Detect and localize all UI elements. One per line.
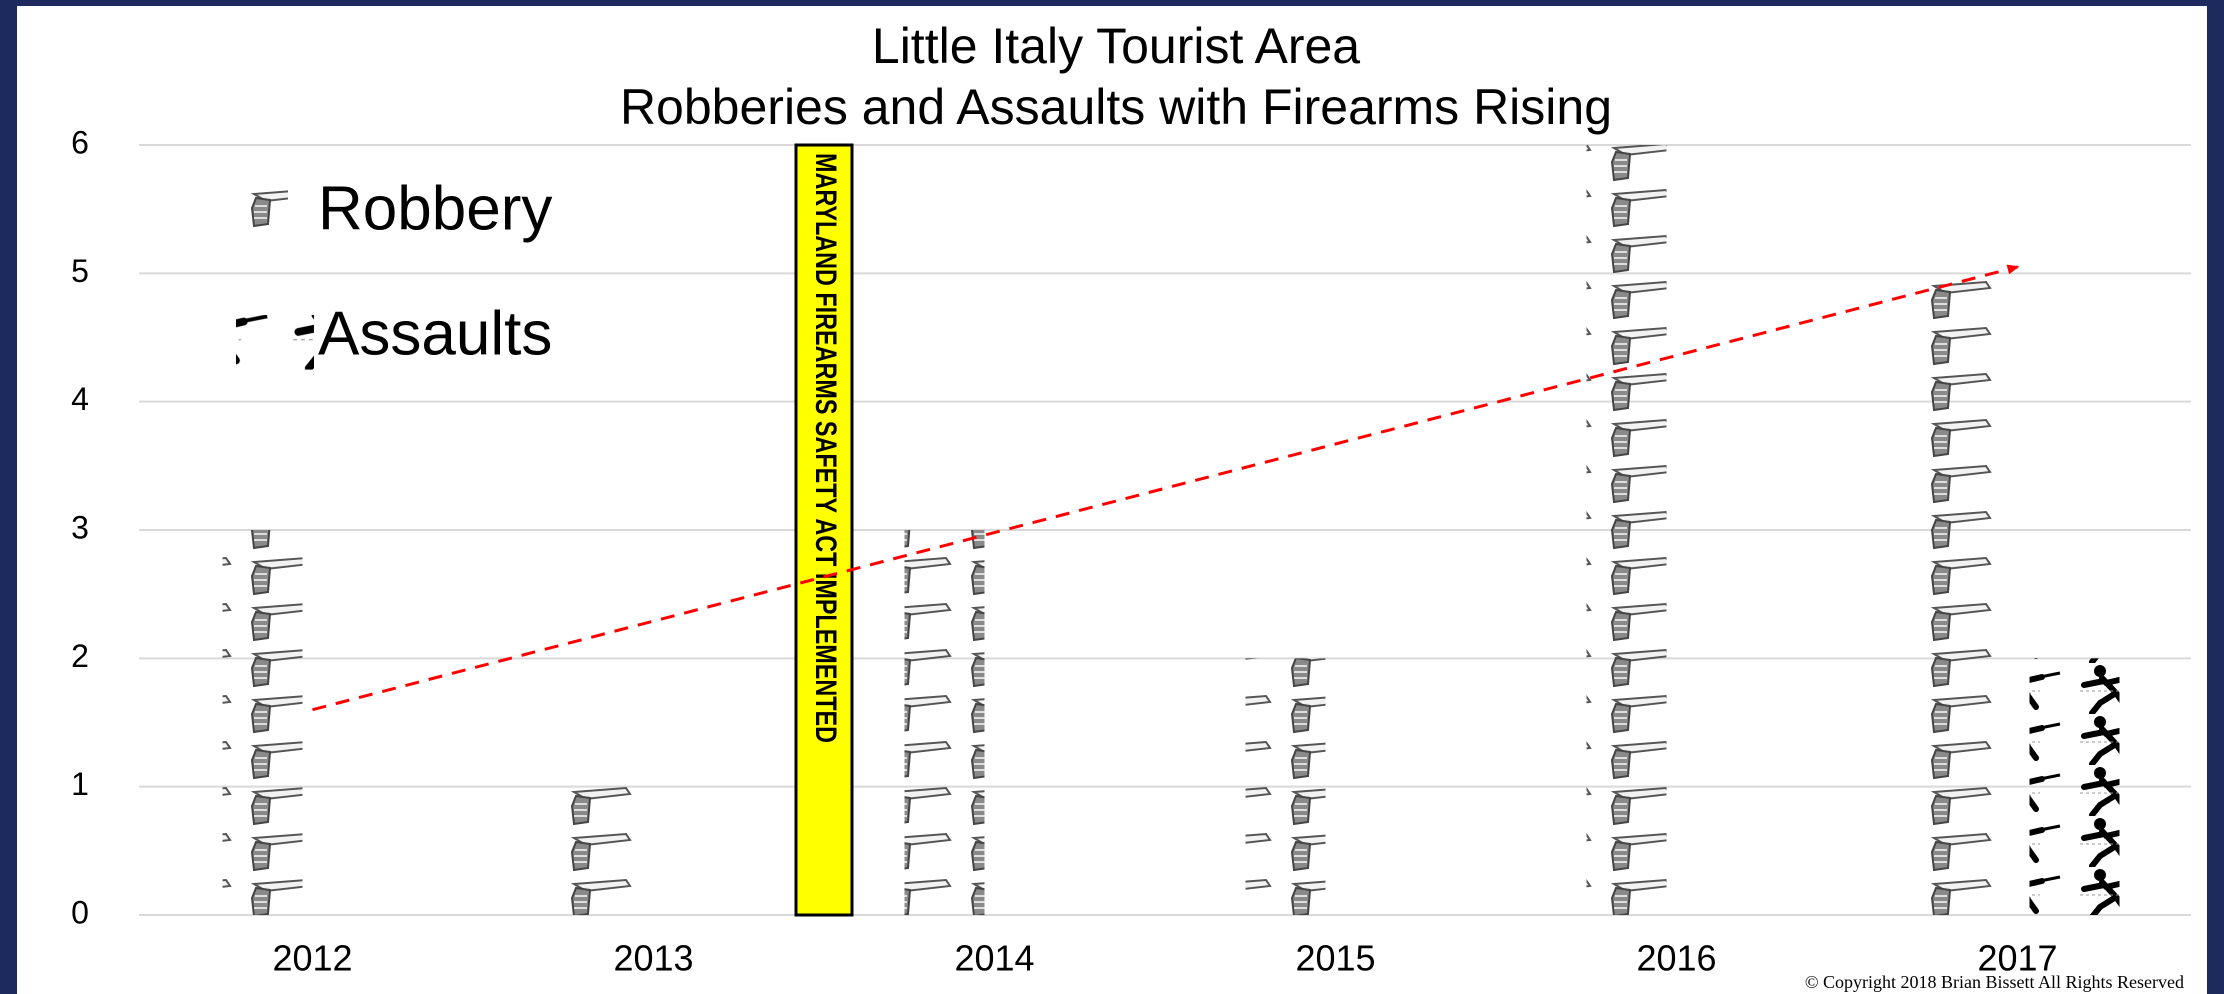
chart-subtitle: Robberies and Assaults with Firearms Ris… — [620, 79, 1612, 135]
x-tick-label: 2014 — [954, 938, 1034, 979]
bar — [1245, 658, 1326, 915]
y-tick-label: 2 — [71, 638, 89, 674]
legend-swatch — [236, 190, 288, 236]
chart-title: Little Italy Tourist Area — [872, 18, 1360, 74]
legend-label: Assaults — [318, 299, 552, 368]
y-tick-label: 1 — [71, 766, 89, 802]
x-tick-label: 2013 — [613, 938, 693, 979]
annotation-text: MARYLAND FIREARMS SAFETY ACT IMPLEMENTED — [809, 153, 842, 743]
copyright: © Copyright 2018 Brian Bissett All Right… — [1805, 972, 2184, 992]
bar — [222, 530, 303, 915]
annotation-box — [794, 143, 854, 917]
bar — [904, 530, 985, 915]
bar — [1586, 145, 1667, 915]
chart-background — [17, 6, 2207, 994]
y-tick-label: 5 — [71, 253, 89, 289]
y-tick-label: 3 — [71, 509, 89, 545]
x-tick-label: 2015 — [1295, 938, 1375, 979]
bar — [1927, 273, 2008, 915]
x-tick-label: 2016 — [1636, 938, 1716, 979]
y-tick-label: 4 — [71, 381, 89, 417]
x-tick-label: 2012 — [272, 938, 352, 979]
y-tick-label: 6 — [71, 124, 89, 160]
trend-arrow — [312, 264, 2020, 712]
y-tick-label: 0 — [71, 894, 89, 930]
bar — [2029, 658, 2120, 915]
x-tick-label: 2017 — [1977, 938, 2057, 979]
bar — [563, 786, 644, 915]
legend-label: Robbery — [318, 174, 552, 243]
legend-swatch — [235, 315, 314, 375]
